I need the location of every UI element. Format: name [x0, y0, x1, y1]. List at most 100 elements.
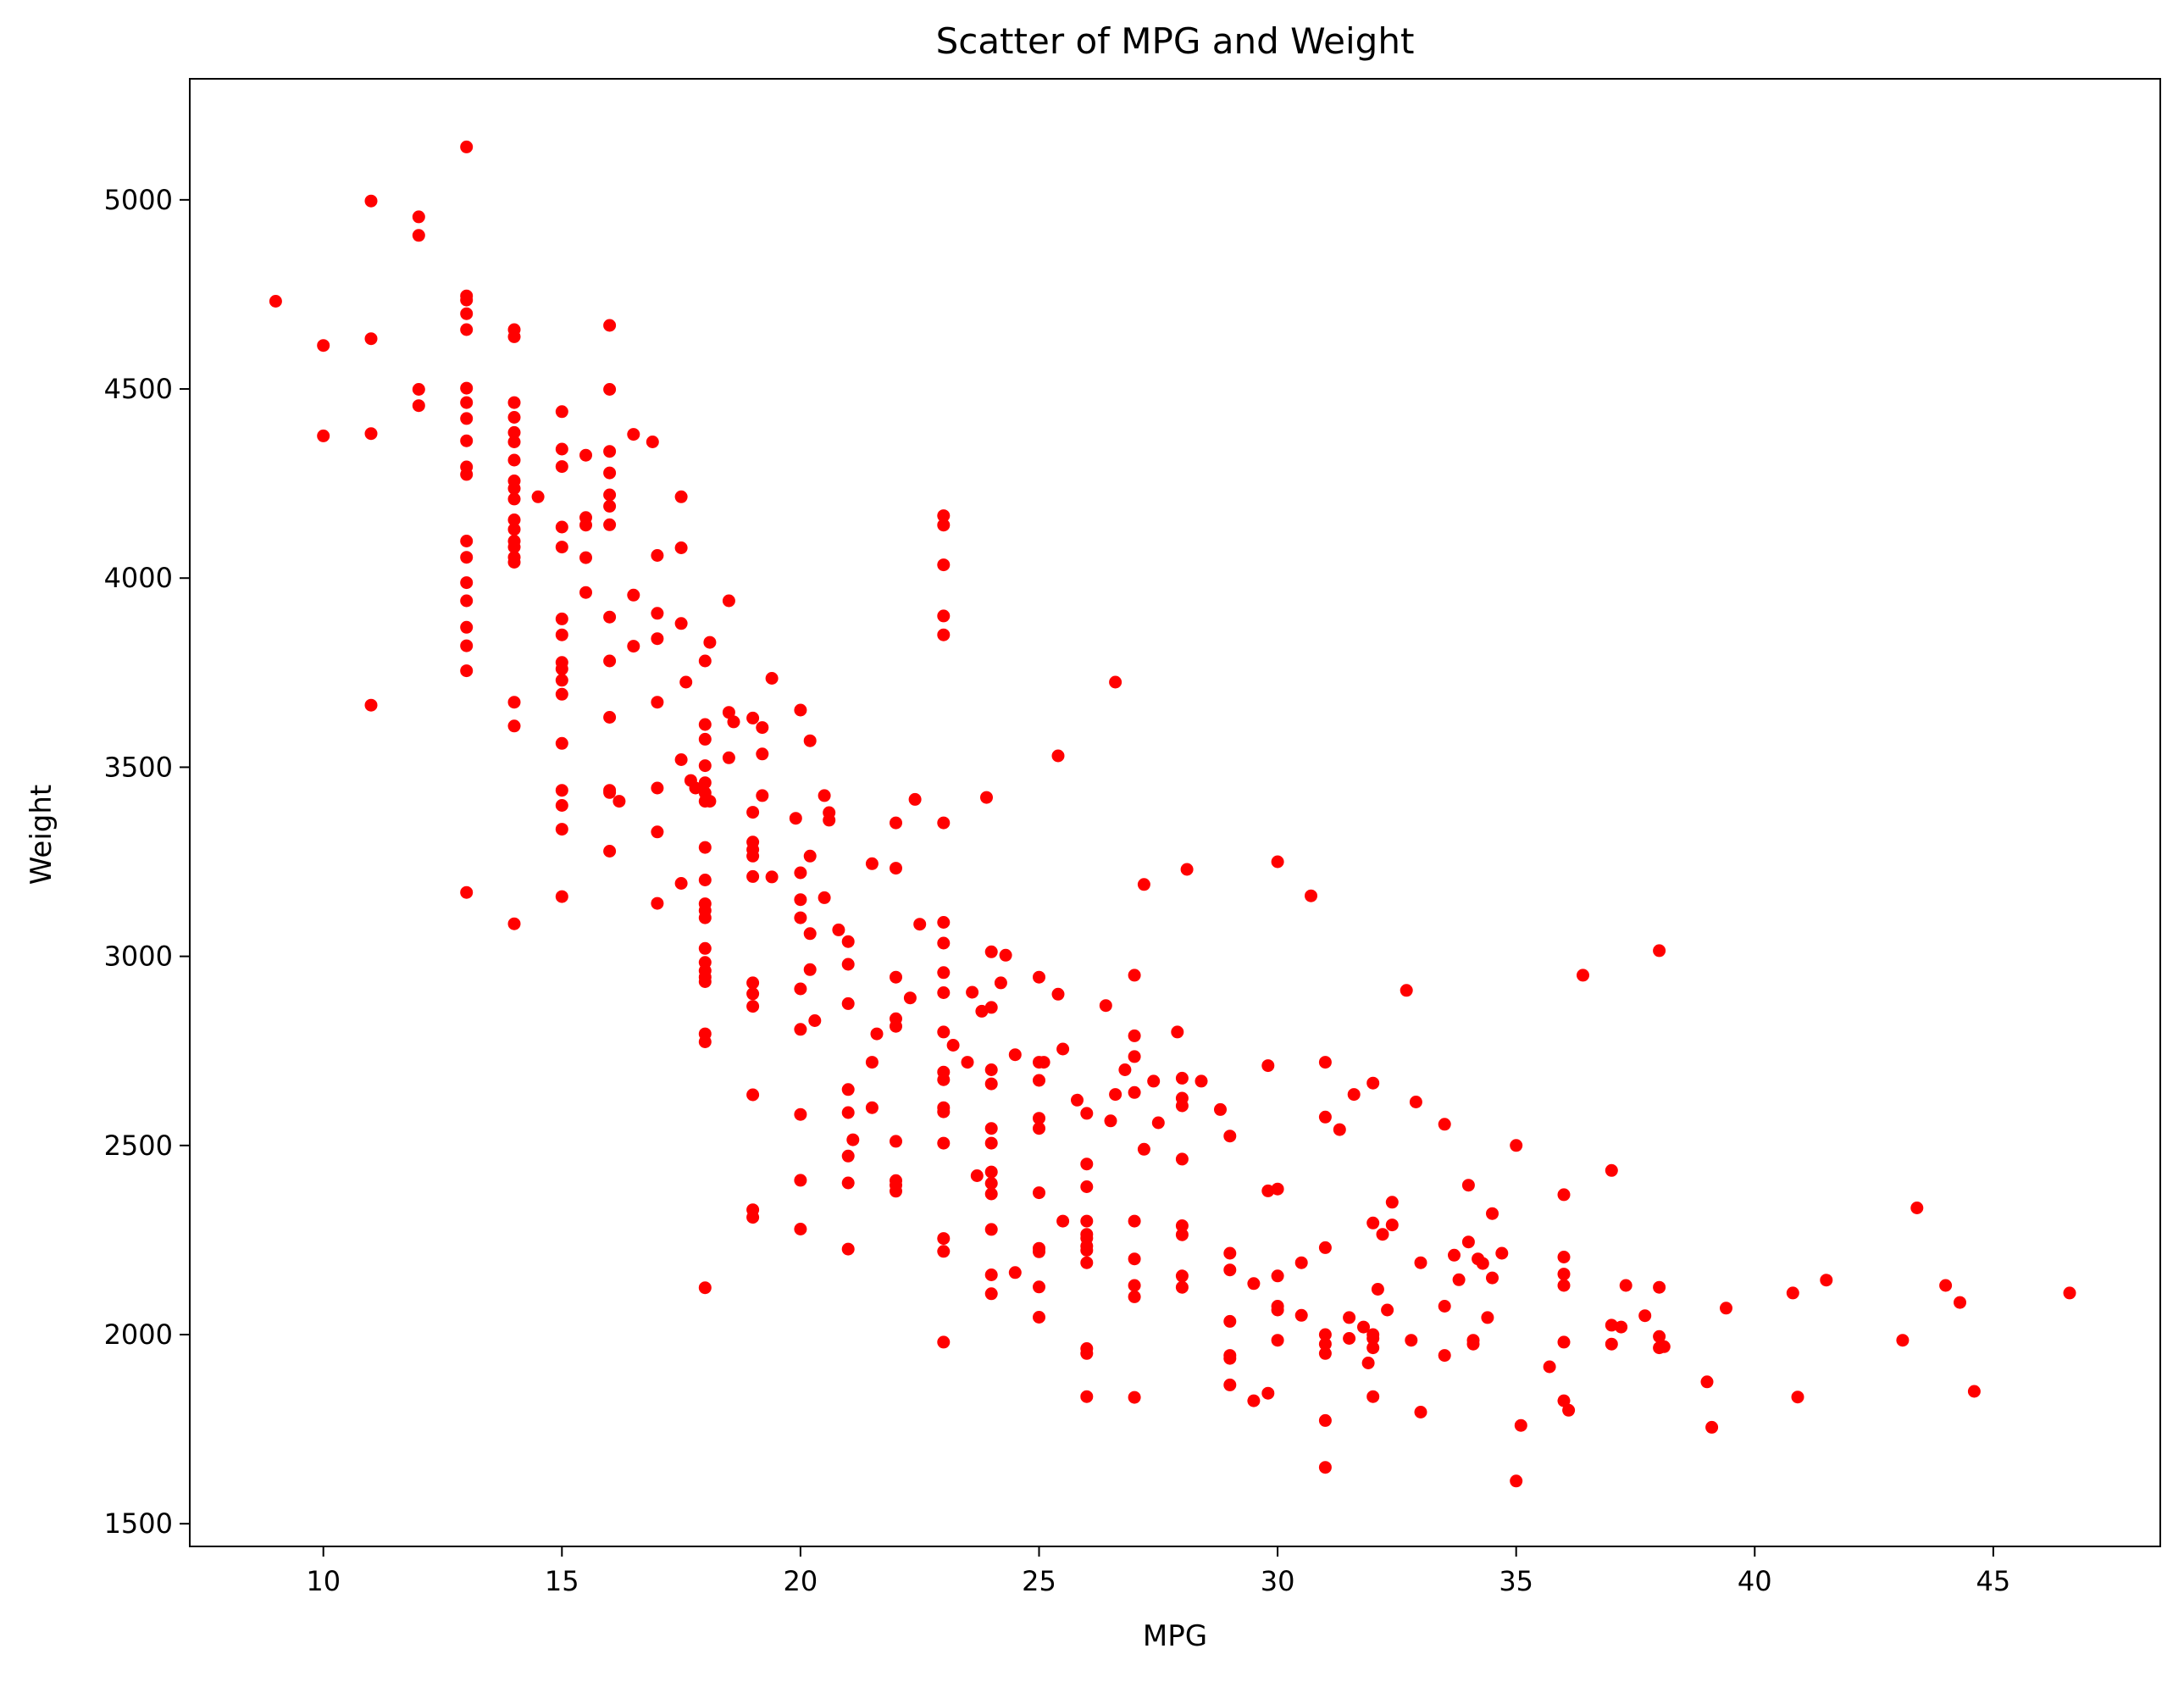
data-point	[937, 916, 951, 929]
data-point	[1366, 1341, 1380, 1355]
data-point	[937, 1232, 951, 1246]
data-point	[507, 481, 521, 495]
data-point	[794, 1107, 807, 1121]
x-tick-label: 15	[545, 1565, 579, 1597]
y-tick-label: 2500	[104, 1130, 173, 1162]
data-point	[1128, 1029, 1141, 1042]
data-point	[603, 785, 617, 799]
data-point	[460, 639, 474, 652]
data-point	[746, 1088, 760, 1102]
data-point	[808, 1014, 822, 1027]
data-point	[1128, 1290, 1141, 1303]
data-point	[756, 721, 769, 735]
data-point	[937, 966, 951, 980]
data-point	[1223, 1130, 1237, 1143]
data-point	[984, 1122, 998, 1135]
data-point	[1557, 1279, 1571, 1292]
data-point	[674, 490, 688, 503]
data-point	[703, 795, 717, 808]
data-point	[651, 549, 664, 562]
data-point	[1223, 1314, 1237, 1328]
data-point	[937, 986, 951, 999]
data-point	[1056, 1042, 1070, 1056]
data-point	[1128, 1214, 1141, 1228]
data-point	[1510, 1139, 1523, 1152]
data-point	[555, 612, 568, 625]
data-point	[841, 958, 855, 971]
data-point	[1128, 969, 1141, 982]
y-tick-label: 3000	[104, 941, 173, 973]
data-point	[1137, 878, 1150, 891]
data-point	[1099, 999, 1112, 1013]
data-point	[1080, 1256, 1094, 1269]
y-tick-label: 3500	[104, 751, 173, 783]
data-point	[1171, 1025, 1184, 1039]
data-point	[1954, 1296, 1966, 1309]
data-point	[794, 866, 807, 880]
data-point	[317, 429, 330, 442]
data-point	[460, 396, 474, 409]
data-point	[651, 781, 664, 795]
data-point	[460, 620, 474, 634]
data-point	[1305, 889, 1317, 902]
data-point	[1619, 1279, 1632, 1292]
data-point	[1261, 1386, 1275, 1400]
data-point	[507, 436, 521, 448]
data-point	[1175, 1099, 1189, 1113]
data-point	[603, 466, 617, 480]
data-point	[460, 412, 474, 425]
data-point	[937, 558, 951, 572]
data-point	[1705, 1420, 1719, 1434]
data-point	[865, 857, 879, 870]
data-point	[1247, 1394, 1261, 1407]
data-point	[579, 551, 592, 564]
data-point	[1118, 1063, 1132, 1076]
data-point	[651, 897, 664, 910]
data-point	[794, 1174, 807, 1187]
data-point	[1071, 1093, 1084, 1107]
data-point	[1080, 1390, 1094, 1403]
data-point	[1700, 1375, 1714, 1389]
y-axis-label: Weight	[25, 785, 58, 885]
data-point	[937, 1335, 951, 1349]
data-point	[803, 963, 817, 976]
data-point	[1080, 1346, 1094, 1360]
data-point	[1414, 1256, 1427, 1269]
data-point	[937, 1245, 951, 1258]
data-point	[1343, 1311, 1356, 1324]
data-point	[698, 718, 712, 731]
data-point	[460, 293, 474, 307]
data-point	[364, 332, 378, 346]
data-point	[651, 632, 664, 646]
data-point	[1405, 1334, 1418, 1347]
data-point	[818, 891, 831, 904]
data-point	[1605, 1163, 1618, 1177]
data-point	[756, 747, 769, 761]
y-tick-label: 4500	[104, 373, 173, 405]
data-point	[841, 1149, 855, 1163]
x-axis: 10 15 20 25 30 35 40 45	[306, 1546, 2010, 1597]
data-point	[1486, 1207, 1499, 1220]
data-point	[789, 812, 802, 825]
plot-frame	[189, 78, 2161, 1547]
data-point	[507, 917, 521, 930]
data-point	[937, 519, 951, 532]
data-point	[1318, 1056, 1332, 1069]
data-point	[507, 513, 521, 526]
data-point	[1104, 1114, 1117, 1128]
data-point	[765, 672, 779, 685]
data-point	[1638, 1309, 1652, 1323]
data-point	[1294, 1256, 1308, 1269]
data-point	[832, 923, 845, 936]
data-point	[1008, 1266, 1022, 1280]
data-point	[756, 789, 769, 802]
data-point	[1347, 1088, 1361, 1102]
data-point	[507, 523, 521, 536]
data-point	[1056, 1214, 1070, 1228]
data-point	[1318, 1461, 1332, 1474]
data-point	[1147, 1074, 1161, 1088]
data-point	[1414, 1406, 1427, 1418]
data-point	[698, 941, 712, 955]
data-point	[1271, 1269, 1284, 1283]
